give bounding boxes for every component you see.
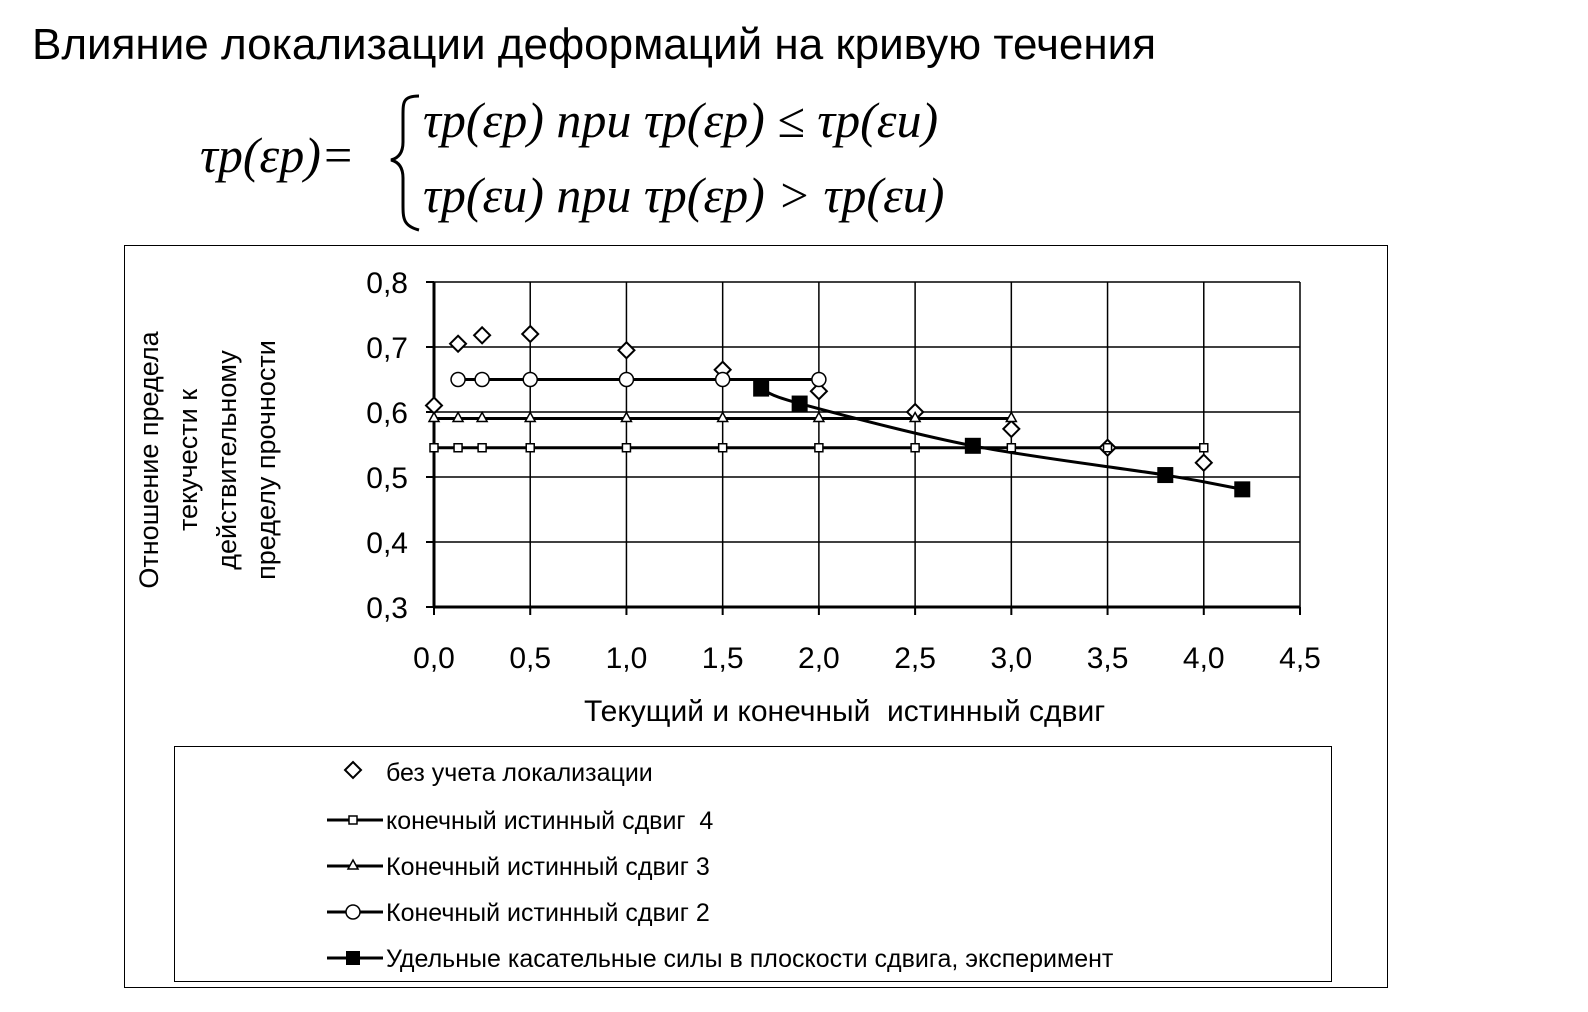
data-point-series-3 [522, 371, 538, 388]
data-point-series-2 [523, 410, 537, 423]
data-point-series-1 [910, 443, 920, 453]
formula-case-1: τp(εp) при τp(εp) ≤ τp(εu) [423, 92, 938, 148]
legend-label: Конечный истинный сдвиг 3 [386, 853, 710, 881]
data-point-series-0 [520, 324, 540, 344]
data-point-series-0 [1001, 419, 1021, 439]
legend-label: конечный истинный сдвиг 4 [386, 807, 714, 835]
legend-item-experiment: Удельные касательные силы в плоскости сд… [325, 939, 1325, 979]
data-point-series-4 [1157, 467, 1174, 484]
data-point-series-1 [525, 443, 535, 453]
legend-item-final-shear-4: конечный истинный сдвиг 4 [325, 801, 1325, 841]
data-point-series-4 [1234, 481, 1251, 498]
square-marker-icon [327, 815, 383, 825]
chart-frame [124, 245, 1388, 988]
circle-marker-icon [327, 904, 383, 920]
x-tick-label: 4,5 [1279, 642, 1321, 675]
legend-item-final-shear-3: Конечный истинный сдвиг 3 [325, 847, 1325, 887]
legend-label: Конечный истинный сдвиг 2 [386, 899, 710, 927]
data-point-series-2 [812, 410, 826, 423]
data-point-series-2 [908, 410, 922, 423]
x-tick-label: 2,0 [798, 642, 840, 675]
x-tick-label: 2,5 [894, 642, 936, 675]
data-point-series-0 [617, 340, 636, 360]
data-point-series-1 [477, 443, 487, 453]
formula-brace [390, 94, 420, 232]
y-axis-label-line: действительному [212, 350, 242, 570]
y-axis-label: Отношение предела текучести к действител… [130, 300, 300, 620]
x-tick-label: 0,0 [413, 642, 455, 675]
data-point-series-2 [716, 410, 729, 423]
formula-lhs: τp(εp)= [200, 127, 355, 183]
x-tick-label: 3,5 [1087, 642, 1129, 675]
data-point-series-2 [475, 410, 489, 423]
formula-case-2: τp(εu) при τp(εp) > τp(εu) [423, 167, 944, 223]
y-tick-label: 0,7 [366, 332, 408, 365]
data-point-series-1 [1006, 443, 1017, 453]
data-point-series-2 [427, 410, 441, 423]
data-point-series-3 [618, 371, 635, 388]
data-point-series-0 [448, 334, 468, 354]
data-point-series-1 [429, 443, 439, 453]
y-axis-label-line: пределу прочности [251, 340, 281, 580]
page-title: Влияние локализации деформаций на кривую… [32, 20, 1157, 69]
y-tick-label: 0,8 [366, 267, 408, 300]
legend: без учета локализации конечный истинный … [174, 746, 1332, 982]
x-tick-label: 1,5 [702, 642, 744, 675]
diamond-marker-icon [343, 760, 363, 780]
data-point-series-0 [1194, 453, 1214, 473]
data-point-series-1 [717, 443, 728, 453]
y-axis-label-line: текучести к [173, 388, 203, 532]
data-point-series-2 [620, 410, 633, 423]
x-tick-label: 1,0 [606, 642, 648, 675]
data-point-series-1 [1199, 443, 1209, 453]
y-tick-label: 0,3 [366, 592, 408, 625]
data-point-series-4 [791, 395, 808, 412]
data-point-series-1 [1102, 443, 1113, 453]
legend-label: без учета локализации [386, 759, 653, 787]
data-point-series-4 [964, 437, 981, 454]
data-point-series-3 [811, 371, 827, 388]
legend-item-no-localization: без учета локализации [325, 753, 1325, 793]
x-tick-label: 0,5 [509, 642, 551, 675]
y-axis-label-line: Отношение предела [134, 331, 164, 589]
x-tick-label: 4,0 [1183, 642, 1225, 675]
y-tick-label: 0,6 [366, 397, 408, 430]
data-point-series-3 [474, 371, 490, 388]
legend-item-final-shear-2: Конечный истинный сдвиг 2 [325, 893, 1325, 933]
y-tick-label: 0,4 [366, 527, 408, 560]
legend-label: Удельные касательные силы в плоскости сд… [386, 945, 1114, 973]
triangle-marker-icon [327, 858, 383, 870]
y-tick-label: 0,5 [366, 462, 408, 495]
x-tick-label: 3,0 [990, 642, 1032, 675]
data-point-series-1 [814, 443, 824, 453]
data-point-series-3 [450, 371, 466, 388]
x-axis-label: Текущий и конечный истинный сдвиг [584, 695, 1106, 728]
formula: τp(εp)= τp(εp) при τp(εp) ≤ τp(εu) τp(εu… [200, 92, 944, 232]
data-point-series-2 [1005, 410, 1018, 423]
data-point-series-0 [809, 381, 829, 401]
data-point-series-2 [451, 410, 465, 423]
data-point-series-3 [714, 371, 731, 388]
data-point-series-1 [621, 443, 632, 453]
data-point-series-4 [753, 380, 770, 397]
data-point-series-0 [472, 325, 492, 345]
filled-square-marker-icon [327, 951, 383, 965]
data-point-series-1 [453, 443, 463, 453]
